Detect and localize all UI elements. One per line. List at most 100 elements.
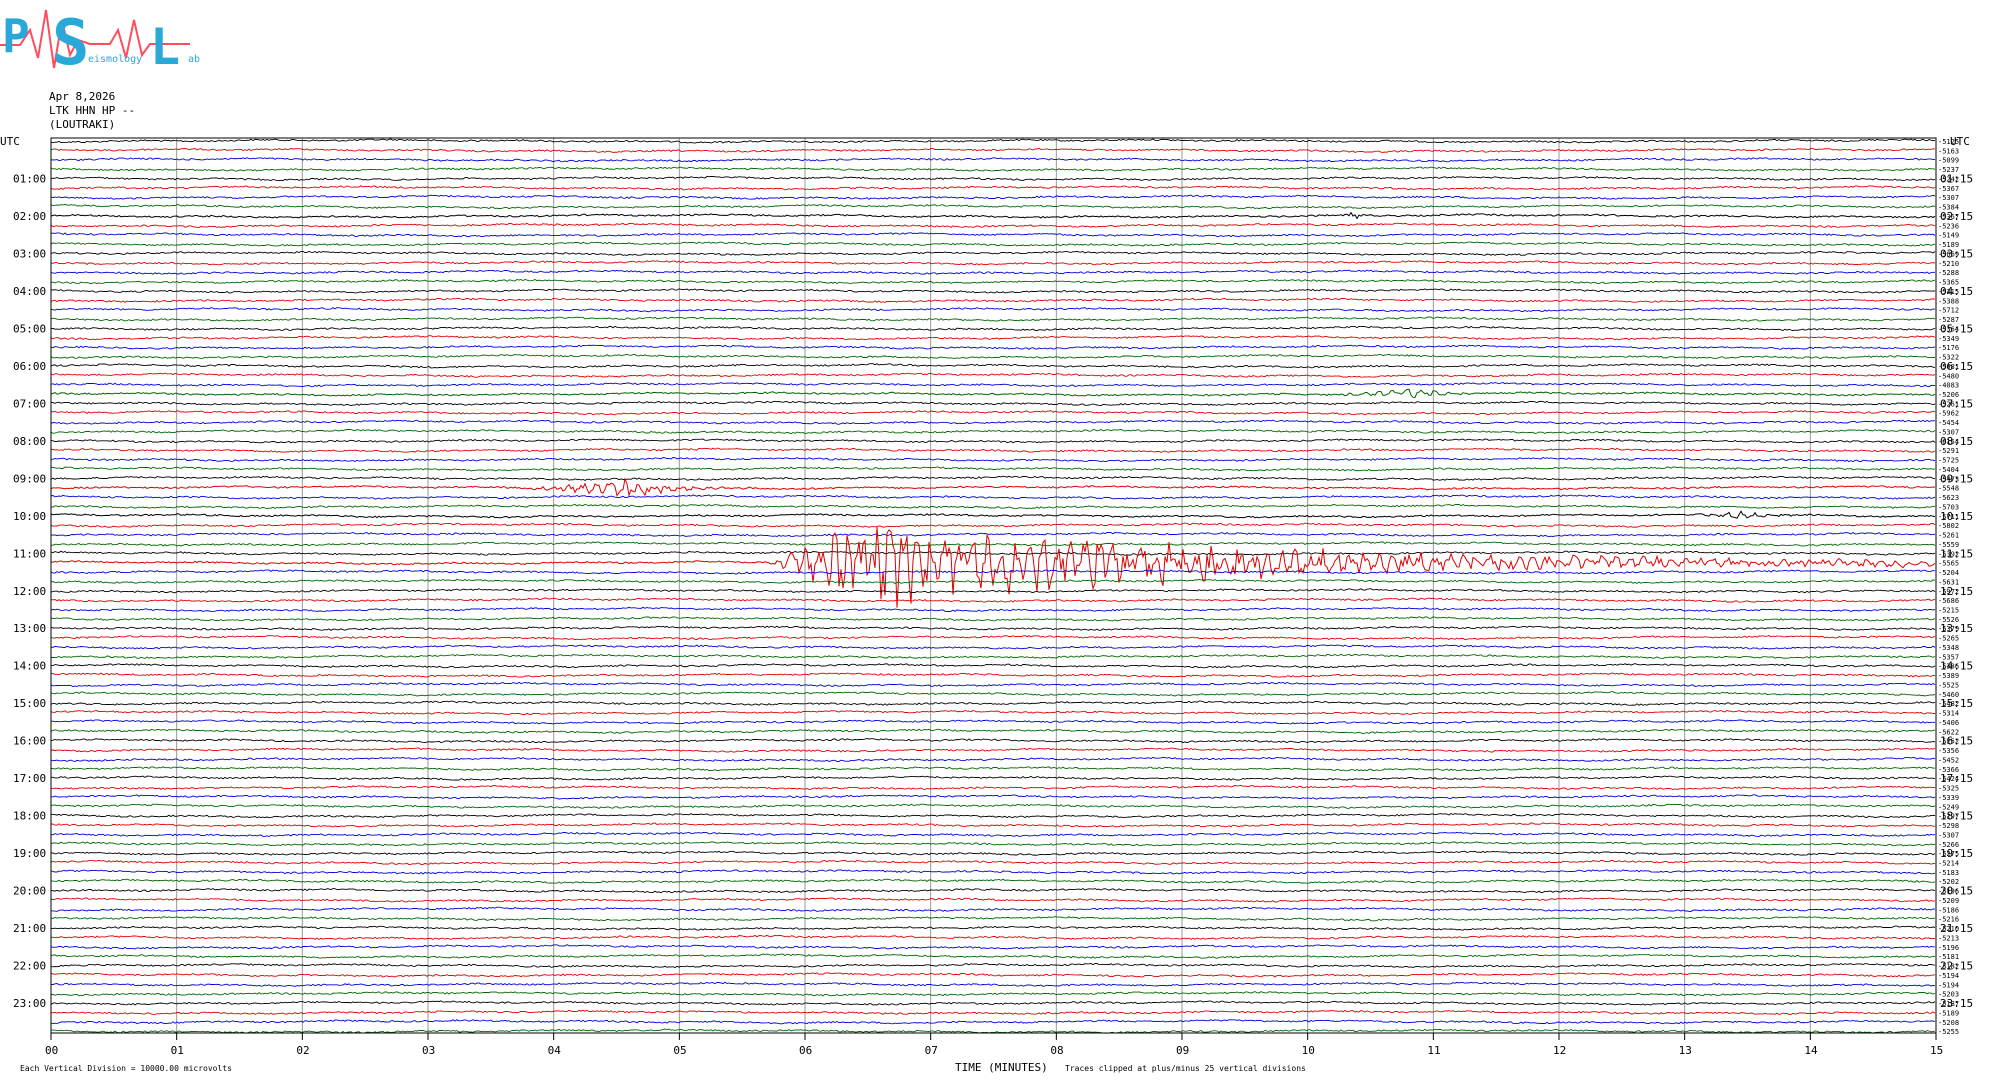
trace-offset-label: -5266 (1938, 841, 1959, 849)
trace-offset-label: -5206 (1938, 391, 1959, 399)
trace-offset-label: -5365 (1938, 279, 1959, 287)
seismic-trace (50, 325, 1936, 332)
trace-offset-label: -5404 (1938, 466, 1959, 474)
trace-offset-label: -5261 (1938, 400, 1959, 408)
seismic-trace (50, 438, 1936, 444)
trace-offset-label: -5275 (1938, 850, 1959, 858)
record-date: Apr 8,2026 (49, 90, 116, 103)
right-hour-label: 22:15 (1940, 960, 1973, 973)
right-hour-label: 01:15 (1940, 172, 1973, 185)
x-tick-label: 00 (45, 1044, 58, 1057)
logo-subtitle-1: eismology (88, 54, 142, 65)
seismic-trace (50, 344, 1936, 350)
seismic-trace (50, 841, 1936, 847)
right-hour-label: 05:15 (1940, 322, 1973, 335)
seismic-trace (50, 887, 1936, 894)
trace-offset-label: -5288 (1938, 269, 1959, 277)
x-tick-label: 01 (171, 1044, 184, 1057)
trace-offset-label: -5460 (1938, 691, 1959, 699)
left-hour-label: 06:00 (13, 360, 46, 373)
scale-note: Each Vertical Division = 10000.00 microv… (20, 1064, 232, 1073)
trace-offset-label: -5526 (1938, 616, 1959, 624)
logo-p: P (2, 9, 30, 63)
seismic-trace (50, 335, 1936, 341)
right-hour-label: 19:15 (1940, 847, 1973, 860)
trace-offset-label: -5215 (1938, 288, 1959, 296)
trace-offset-label: -5261 (1938, 532, 1959, 540)
trace-offset-label: -5237 (1938, 166, 1959, 174)
right-hour-label: 07:15 (1940, 397, 1973, 410)
seismic-trace (50, 897, 1936, 903)
seismic-trace (50, 363, 1936, 369)
trace-offset-label: -5669 (1938, 250, 1959, 258)
seismic-trace (50, 494, 1936, 500)
axis-labels: 00 01 02 03 04 05 06 07 08 09 10 11 12 13 14 15-5125-51… (13, 138, 1973, 1057)
seismic-trace (50, 503, 1936, 510)
right-hour-label: 16:15 (1940, 735, 1973, 748)
left-hour-label: 01:00 (13, 172, 46, 185)
seismic-trace (50, 466, 1936, 472)
x-tick-label: 08 (1050, 1044, 1063, 1057)
left-hour-label: 20:00 (13, 885, 46, 898)
trace-offset-label: -5214 (1938, 859, 1959, 867)
seismic-trace (50, 663, 1936, 669)
seismic-trace (50, 972, 1936, 978)
trace-offset-label: -5366 (1938, 766, 1959, 774)
left-hour-label: 22:00 (13, 960, 46, 973)
seismic-trace (51, 991, 1936, 997)
seismic-trace (50, 166, 1936, 172)
seismic-trace (50, 812, 1936, 819)
left-hour-label: 19:00 (13, 847, 46, 860)
trace-offset-label: -5216 (1938, 916, 1959, 924)
seismic-trace (51, 719, 1936, 725)
seismic-trace (50, 388, 1936, 399)
seismic-trace (50, 916, 1936, 922)
x-tick-label: 04 (548, 1044, 562, 1057)
seismic-trace (50, 963, 1936, 969)
trace-offset-label: -5482 (1938, 700, 1959, 708)
seismic-trace (50, 822, 1936, 828)
trace-offset-label: -5125 (1938, 138, 1959, 146)
seismic-trace (50, 138, 1936, 144)
right-hour-label: 03:15 (1940, 247, 1973, 260)
trace-offset-label: -5480 (1938, 372, 1959, 380)
trace-offset-label: -5622 (1938, 728, 1959, 736)
seismic-trace (50, 1009, 1936, 1015)
seismic-trace (50, 157, 1936, 163)
seismic-trace (50, 644, 1936, 650)
seismic-trace (50, 428, 1936, 435)
trace-offset-label: -5255 (1938, 1028, 1959, 1036)
trace-offset-label: -5182 (1938, 963, 1959, 971)
right-hour-label: 11:15 (1940, 547, 1973, 560)
trace-offset-label: -5406 (1938, 719, 1959, 727)
seismic-trace (50, 569, 1936, 575)
trace-offset-label: -5163 (1938, 147, 1959, 155)
trace-offset-label: -5348 (1938, 644, 1959, 652)
station-name: (LOUTRAKI) (49, 118, 116, 131)
trace-offset-label: -5287 (1938, 316, 1959, 324)
right-hour-label: 04:15 (1940, 285, 1973, 298)
trace-offset-label: -5711 (1938, 513, 1959, 521)
seismic-trace (50, 878, 1936, 884)
seismic-trace (50, 211, 1936, 220)
seismic-trace (50, 194, 1936, 200)
seismic-trace (50, 934, 1936, 941)
seismic-trace (51, 775, 1936, 781)
seismic-trace (50, 288, 1936, 294)
left-hour-label: 11:00 (13, 547, 46, 560)
left-hour-label: 18:00 (13, 810, 46, 823)
x-tick-label: 11 (1427, 1044, 1440, 1057)
seismic-trace (50, 859, 1936, 866)
trace-offset-label: -5189 (1938, 241, 1959, 249)
psl-logo: P S L eismology ab (0, 6, 200, 75)
seismic-trace (50, 953, 1936, 959)
seismic-trace (50, 747, 1936, 753)
seismic-trace (50, 550, 1936, 556)
seismic-trace (50, 372, 1936, 378)
logo-s: S (52, 6, 89, 75)
trace-offset-label: -5210 (1938, 925, 1959, 933)
trace-offset-label: -5297 (1938, 813, 1959, 821)
seismic-trace (50, 1000, 1936, 1006)
clip-note: Traces clipped at plus/minus 25 vertical… (1065, 1064, 1306, 1073)
